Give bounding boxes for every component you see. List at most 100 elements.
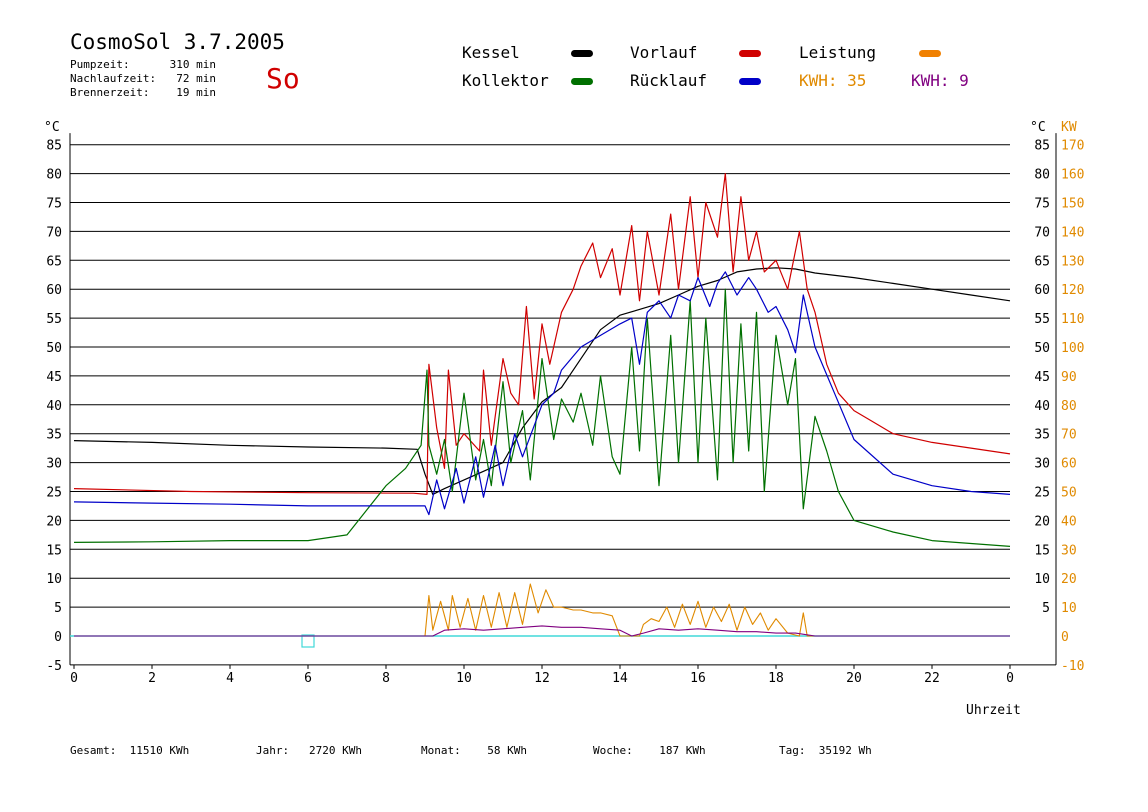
y-tick-left: 30 xyxy=(46,457,62,472)
y-tick-left: 35 xyxy=(46,428,62,443)
x-tick-label: 6 xyxy=(304,671,312,686)
y-tick-left: 10 xyxy=(46,572,62,587)
x-tick-label: 4 xyxy=(226,671,234,686)
footer-label: Tag: xyxy=(779,744,806,757)
y-tick-right: 25 xyxy=(1034,486,1050,501)
footer-value: 35192 Wh xyxy=(818,744,872,757)
footer-label: Woche: xyxy=(593,744,633,757)
info-nachlaufzeit: Nachlaufzeit: 72 min xyxy=(70,72,216,85)
y-tick-kw: -10 xyxy=(1061,659,1084,674)
y-tick-left: 40 xyxy=(46,399,62,414)
y-tick-kw: 100 xyxy=(1061,341,1084,356)
series-line-rcklauf xyxy=(73,271,1011,516)
y-tick-left: 70 xyxy=(46,225,62,240)
footer-value: 2720 KWh xyxy=(309,744,362,757)
info-label: Brennerzeit: xyxy=(70,86,150,99)
series-line-leistung xyxy=(74,583,1010,637)
legend-kessel-swatch xyxy=(571,50,593,57)
legend-leistung-swatch xyxy=(919,50,941,57)
y-tick-left: 55 xyxy=(46,312,62,327)
x-axis-title: Uhrzeit xyxy=(966,703,1021,718)
y-tick-left: -5 xyxy=(46,659,62,674)
y-tick-right: 10 xyxy=(1034,572,1050,587)
y-tick-kw: 50 xyxy=(1061,486,1077,501)
legend-vorlauf-label: Vorlauf xyxy=(630,43,698,62)
x-tick-label: 10 xyxy=(456,671,472,686)
series-line-kessel xyxy=(73,267,1011,495)
y-tick-kw: 0 xyxy=(1061,630,1069,645)
weekday-label: So xyxy=(266,62,300,95)
y-tick-kw: 20 xyxy=(1061,572,1077,587)
footer-value: 187 KWh xyxy=(659,744,706,757)
y-tick-kw: 40 xyxy=(1061,514,1077,529)
time-marker xyxy=(301,634,315,648)
info-label: Nachlaufzeit: xyxy=(70,72,157,85)
x-tick-label: 12 xyxy=(534,671,550,686)
legend-kwh-orange: KWH: 35 xyxy=(799,71,867,90)
legend-ruecklauf-label: Rücklauf xyxy=(630,71,708,90)
y-tick-left: 45 xyxy=(46,370,62,385)
legend-ruecklauf-swatch xyxy=(739,78,761,85)
y-tick-left: 60 xyxy=(46,283,62,298)
y-tick-left: 5 xyxy=(54,601,62,616)
footer-monat: Monat: 58 KWh xyxy=(421,744,527,757)
y-tick-right: 45 xyxy=(1034,370,1050,385)
y-tick-right: 35 xyxy=(1034,428,1050,443)
legend-leistung-label: Leistung xyxy=(799,43,877,62)
y-unit-kw: KW xyxy=(1061,120,1077,135)
y-tick-kw: 110 xyxy=(1061,312,1084,327)
y-tick-kw: 160 xyxy=(1061,168,1084,183)
x-tick-label: 0 xyxy=(1006,671,1014,686)
y-tick-right: 5 xyxy=(1042,601,1050,616)
y-tick-right: 75 xyxy=(1034,197,1050,212)
y-tick-kw: 170 xyxy=(1061,139,1084,154)
y-tick-right: 55 xyxy=(1034,312,1050,327)
y-tick-left: 15 xyxy=(46,543,62,558)
series-line-vorlauf xyxy=(73,173,1011,495)
info-brennerzeit: Brennerzeit: 19 min xyxy=(70,86,216,99)
info-label: Pumpzeit: xyxy=(70,58,130,71)
x-tick-label: 0 xyxy=(70,671,78,686)
y-tick-right: 70 xyxy=(1034,225,1050,240)
y-unit-right: °C xyxy=(1030,120,1046,135)
y-tick-left: 75 xyxy=(46,197,62,212)
y-tick-left: 65 xyxy=(46,254,62,269)
footer-gesamt: Gesamt: 11510 KWh xyxy=(70,744,189,757)
legend-kollektor-swatch xyxy=(571,78,593,85)
footer-value: 58 KWh xyxy=(487,744,527,757)
legend-vorlauf-swatch xyxy=(739,50,761,57)
x-tick-label: 16 xyxy=(690,671,706,686)
y-tick-right: 65 xyxy=(1034,254,1050,269)
y-tick-kw: 150 xyxy=(1061,197,1084,212)
y-tick-left: 85 xyxy=(46,139,62,154)
y-tick-left: 50 xyxy=(46,341,62,356)
y-tick-right: 60 xyxy=(1034,283,1050,298)
footer-woche: Woche: 187 KWh xyxy=(593,744,706,757)
axis-labels: 8580757065605550454035302520151050-58580… xyxy=(44,120,1084,718)
y-tick-kw: 70 xyxy=(1061,428,1077,443)
y-tick-right: 20 xyxy=(1034,514,1050,529)
y-tick-kw: 10 xyxy=(1061,601,1077,616)
y-tick-left: 25 xyxy=(46,486,62,501)
x-tick-label: 20 xyxy=(846,671,862,686)
y-tick-right: 30 xyxy=(1034,457,1050,472)
y-tick-left: 0 xyxy=(54,630,62,645)
y-tick-left: 20 xyxy=(46,514,62,529)
y-tick-right: 85 xyxy=(1034,139,1050,154)
chart-title: CosmoSol 3.7.2005 xyxy=(70,30,285,54)
y-tick-right: 80 xyxy=(1034,168,1050,183)
x-tick-label: 8 xyxy=(382,671,390,686)
footer-tag: Tag: 35192 Wh xyxy=(779,744,872,757)
series-line-kwh-purple xyxy=(74,625,1010,637)
footer-jahr: Jahr: 2720 KWh xyxy=(256,744,362,757)
x-tick-label: 2 xyxy=(148,671,156,686)
y-tick-kw: 30 xyxy=(1061,543,1077,558)
x-tick-label: 18 xyxy=(768,671,784,686)
y-tick-kw: 80 xyxy=(1061,399,1077,414)
legend-kollektor-label: Kollektor xyxy=(462,71,549,90)
y-tick-kw: 120 xyxy=(1061,283,1084,298)
footer-label: Jahr: xyxy=(256,744,290,757)
info-value: 19 min xyxy=(176,86,216,99)
footer-value: 11510 KWh xyxy=(129,744,190,757)
